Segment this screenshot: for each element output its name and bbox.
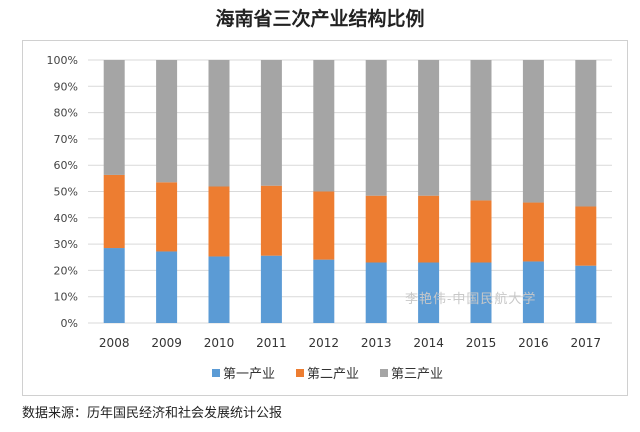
legend-swatch xyxy=(212,369,220,377)
bar-segment xyxy=(260,185,282,256)
y-tick-label: 0% xyxy=(61,317,78,330)
chart-frame xyxy=(22,40,628,396)
bar-segment xyxy=(522,261,544,323)
bar-segment xyxy=(365,60,387,196)
y-tick-label: 80% xyxy=(54,107,78,120)
watermark: 李艳伟-中国民航大学 xyxy=(405,292,537,307)
chart-title: 海南省三次产业结构比例 xyxy=(215,8,425,30)
legend-label: 第二产业 xyxy=(307,367,359,382)
legend-swatch xyxy=(380,369,388,377)
bar-segment xyxy=(208,60,230,187)
legend-swatch xyxy=(296,369,304,377)
x-tick-label: 2012 xyxy=(309,336,340,350)
x-tick-label: 2015 xyxy=(466,336,497,350)
y-tick-label: 70% xyxy=(54,133,78,146)
x-tick-label: 2013 xyxy=(361,336,392,350)
bar-segment xyxy=(418,195,440,263)
y-tick-label: 90% xyxy=(54,80,78,93)
bar-segment xyxy=(575,60,597,207)
bar-segment xyxy=(470,60,492,201)
bar-segment xyxy=(313,60,335,192)
bar-segment xyxy=(418,262,440,323)
y-tick-label: 100% xyxy=(47,54,78,67)
bar-segment xyxy=(313,191,335,260)
x-tick-label: 2008 xyxy=(99,336,130,350)
legend-label: 第一产业 xyxy=(223,367,275,382)
bar-segment xyxy=(103,174,125,249)
bar-segment xyxy=(470,200,492,263)
y-tick-label: 50% xyxy=(54,186,78,199)
bar-segment xyxy=(365,195,387,263)
bar-segment xyxy=(156,60,178,183)
x-tick-label: 2010 xyxy=(204,336,235,350)
x-tick-label: 2011 xyxy=(256,336,287,350)
x-tick-label: 2009 xyxy=(151,336,182,350)
y-tick-label: 20% xyxy=(54,264,78,277)
bar-segment xyxy=(575,265,597,323)
bar-segment xyxy=(313,259,335,323)
bar-segment xyxy=(103,60,125,175)
x-tick-label: 2017 xyxy=(571,336,602,350)
bar-segment xyxy=(575,206,597,266)
y-tick-label: 10% xyxy=(54,291,78,304)
x-tick-label: 2014 xyxy=(413,336,444,350)
bar-segment xyxy=(522,60,544,203)
bar-segment xyxy=(418,60,440,196)
bar-segment xyxy=(365,262,387,323)
bar-segment xyxy=(103,248,125,323)
bar-segment xyxy=(208,186,230,257)
bar-segment xyxy=(522,202,544,262)
bar-segment xyxy=(260,60,282,186)
y-tick-label: 60% xyxy=(54,159,78,172)
y-tick-label: 30% xyxy=(54,238,78,251)
source-note: 数据来源：历年国民经济和社会发展统计公报 xyxy=(22,406,283,421)
bar-segment xyxy=(260,255,282,323)
bar-segment xyxy=(156,251,178,323)
bar-segment xyxy=(208,256,230,323)
x-tick-label: 2016 xyxy=(518,336,549,350)
bar-segment xyxy=(470,262,492,323)
legend-label: 第三产业 xyxy=(391,367,443,382)
y-tick-label: 40% xyxy=(54,212,78,225)
bar-segment xyxy=(156,182,178,252)
